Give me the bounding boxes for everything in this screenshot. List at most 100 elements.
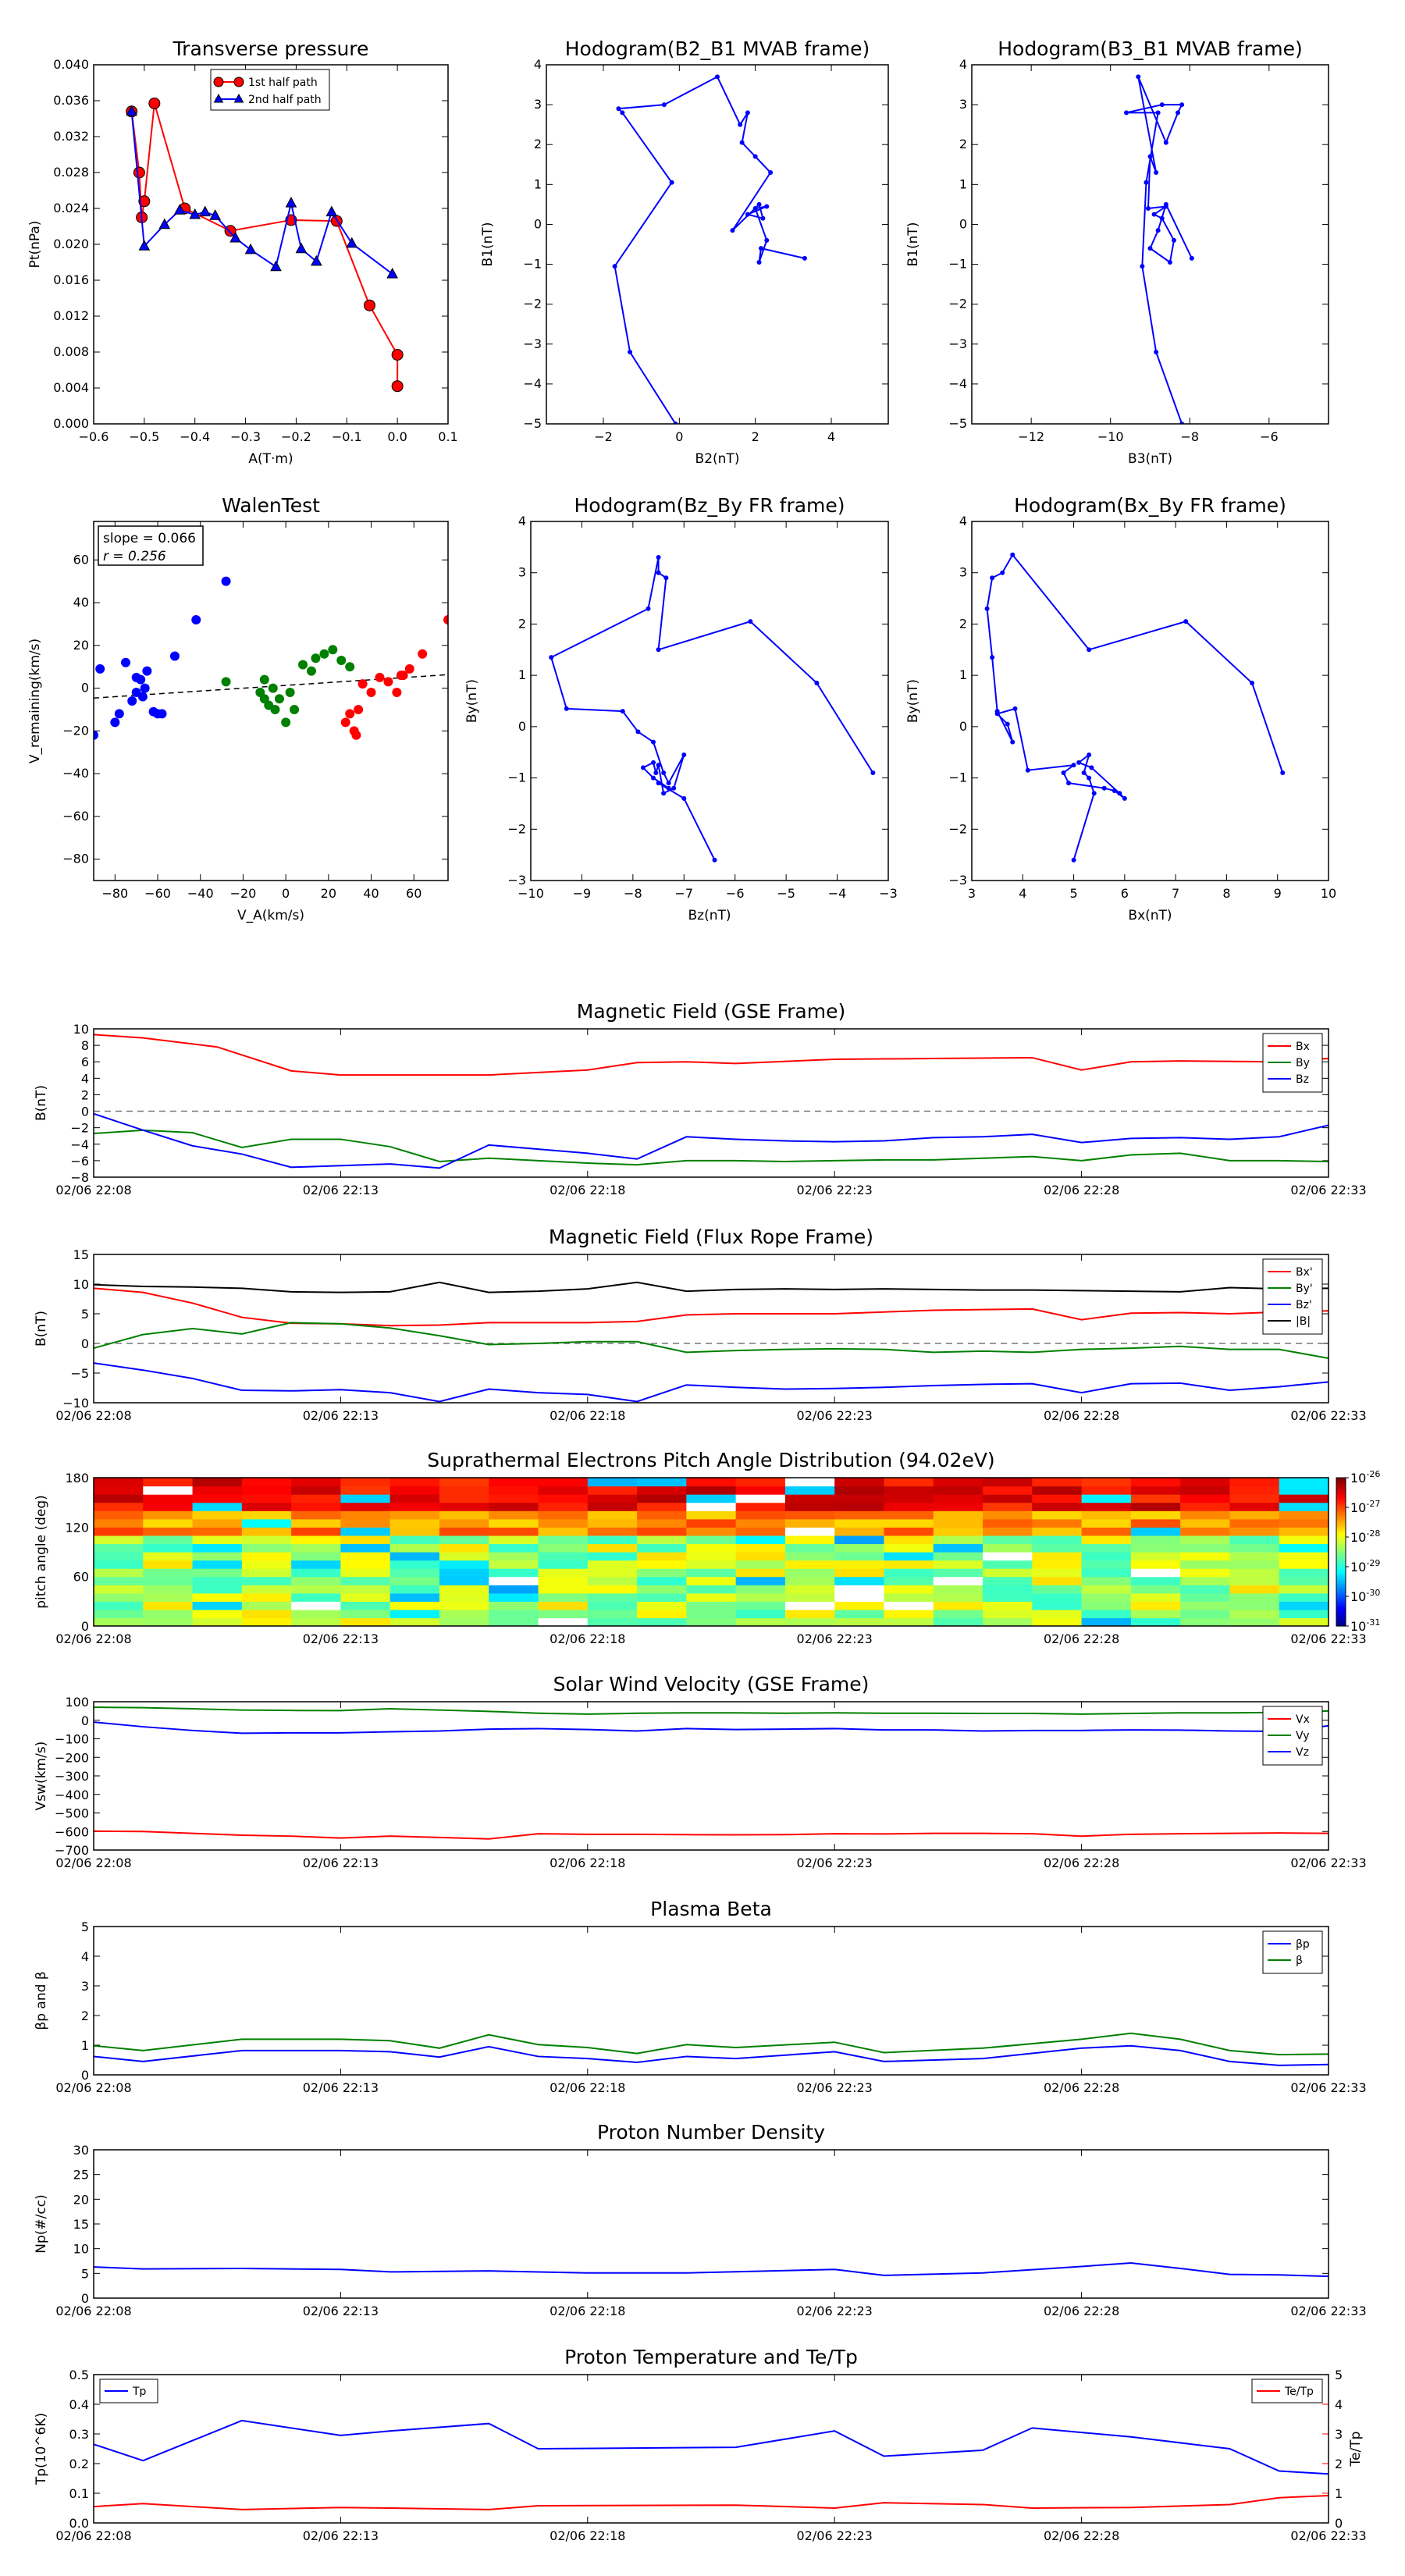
y-tick-label: 180 bbox=[65, 1471, 89, 1485]
data-point bbox=[620, 110, 625, 116]
heatmap-cell bbox=[587, 1568, 638, 1578]
x-tick-label: −4 bbox=[828, 886, 847, 901]
x-axis-label: V_A(km/s) bbox=[237, 908, 304, 923]
y2-tick-label: 2 bbox=[1335, 2457, 1343, 2471]
colorbar-exponent: -28 bbox=[1366, 1528, 1380, 1539]
y-tick-label: 5 bbox=[81, 1307, 89, 1322]
heatmap-cell bbox=[489, 1485, 539, 1495]
heatmap-cell bbox=[1081, 1617, 1132, 1626]
x-tick-label: −7 bbox=[674, 886, 693, 901]
data-point bbox=[1140, 264, 1145, 269]
x-tick-label: 9 bbox=[1274, 886, 1282, 901]
data-point bbox=[990, 655, 995, 660]
colorbar-cell bbox=[1336, 1564, 1346, 1567]
data-point bbox=[616, 106, 621, 112]
data-point bbox=[1163, 140, 1168, 145]
data-point bbox=[354, 704, 364, 714]
heatmap-cell bbox=[884, 1592, 934, 1602]
x-tick-label: 02/06 22:13 bbox=[303, 2528, 379, 2543]
legend-label: β bbox=[1296, 1955, 1303, 1967]
x-tick-label: 02/06 22:28 bbox=[1044, 2304, 1119, 2318]
data-point bbox=[173, 204, 186, 215]
heatmap-cell bbox=[1130, 1494, 1181, 1503]
heatmap-cell bbox=[291, 1617, 341, 1626]
y-tick-label: 5 bbox=[81, 1920, 89, 1934]
x-tick-label: 0.1 bbox=[438, 429, 457, 444]
x-tick-label: 02/06 22:28 bbox=[1044, 1183, 1119, 1197]
heatmap-cell bbox=[439, 1617, 489, 1626]
data-point bbox=[745, 212, 750, 217]
heatmap-cell bbox=[1081, 1535, 1132, 1545]
heatmap-cell bbox=[587, 1527, 638, 1536]
data-point bbox=[285, 688, 295, 698]
x-tick-label: 02/06 22:23 bbox=[797, 2528, 873, 2543]
y-axis-label: βp and β bbox=[34, 1971, 49, 2030]
heatmap-cell bbox=[637, 1568, 687, 1578]
y2-axis-label: Te/Tp bbox=[1348, 2432, 1364, 2467]
x-tick-label: −10 bbox=[518, 886, 544, 901]
heatmap-cell bbox=[1032, 1527, 1083, 1536]
heatmap-cell bbox=[834, 1617, 885, 1626]
heatmap-cell bbox=[1081, 1568, 1132, 1578]
heatmap-cell bbox=[1180, 1543, 1231, 1553]
data-point bbox=[1122, 795, 1127, 801]
y-tick-label: 0.2 bbox=[69, 2457, 89, 2471]
colorbar-label: 10-28 bbox=[1350, 1528, 1380, 1545]
heatmap-cell bbox=[1032, 1560, 1083, 1569]
heatmap-cell bbox=[1279, 1601, 1329, 1610]
heatmap-cell bbox=[784, 1527, 835, 1536]
heatmap-cell bbox=[489, 1527, 539, 1536]
heatmap-cell bbox=[94, 1585, 144, 1594]
series-0 bbox=[612, 74, 807, 424]
heatmap-cell bbox=[439, 1527, 489, 1536]
y-tick-label: 0 bbox=[518, 719, 526, 734]
heatmap-cell bbox=[933, 1560, 984, 1569]
y-axis-label: Pt(nPa) bbox=[27, 221, 43, 269]
heatmap-cell bbox=[143, 1601, 194, 1610]
y-tick-label: −2 bbox=[523, 297, 542, 311]
heatmap-cell bbox=[1229, 1527, 1280, 1536]
data-point bbox=[656, 570, 661, 575]
heatmap-cell bbox=[538, 1576, 589, 1585]
x-tick-label: 02/06 22:28 bbox=[1044, 1408, 1119, 1423]
heatmap-cell bbox=[933, 1502, 984, 1511]
y-tick-label: −5 bbox=[70, 1366, 89, 1381]
heatmap-cell bbox=[389, 1552, 440, 1561]
heatmap-cell bbox=[1180, 1510, 1231, 1520]
data-point bbox=[328, 645, 338, 655]
heatmap-cell bbox=[587, 1560, 638, 1569]
colorbar-cell bbox=[1336, 1582, 1346, 1585]
x-tick-label: 02/06 22:18 bbox=[550, 1183, 625, 1197]
heatmap-cell bbox=[538, 1485, 589, 1495]
data-point bbox=[1147, 246, 1153, 251]
heatmap-cell bbox=[834, 1510, 885, 1520]
heatmap-cell bbox=[735, 1485, 786, 1495]
heatmap-cell bbox=[340, 1485, 391, 1495]
data-point bbox=[1112, 788, 1117, 793]
heatmap-cell bbox=[538, 1535, 589, 1545]
heatmap-cell bbox=[587, 1552, 638, 1561]
data-point bbox=[363, 299, 375, 311]
data-point bbox=[1101, 785, 1107, 791]
colorbar-cell bbox=[1336, 1482, 1346, 1486]
data-point bbox=[298, 660, 308, 670]
data-point bbox=[351, 730, 361, 740]
heatmap-cell bbox=[784, 1510, 835, 1520]
heatmap-cell bbox=[241, 1552, 292, 1561]
axes-frame bbox=[971, 521, 1329, 881]
heatmap-cell bbox=[94, 1510, 144, 1520]
axes-frame bbox=[530, 521, 889, 881]
y-tick-label: −4 bbox=[523, 376, 542, 391]
data-point bbox=[748, 619, 753, 624]
x-tick-label: −8 bbox=[624, 886, 642, 901]
x-tick-label: 02/06 22:18 bbox=[550, 1408, 625, 1423]
data-point bbox=[1124, 110, 1129, 116]
heatmap-cell bbox=[834, 1609, 885, 1619]
heatmap-cell bbox=[1229, 1478, 1280, 1487]
data-point bbox=[270, 704, 280, 714]
y-axis-label: V_remaining(km/s) bbox=[27, 639, 43, 763]
heatmap-cell bbox=[340, 1510, 391, 1520]
y-tick-label: 0.028 bbox=[53, 165, 89, 180]
heatmap-cell bbox=[389, 1568, 440, 1578]
heatmap-cell bbox=[1180, 1560, 1231, 1569]
